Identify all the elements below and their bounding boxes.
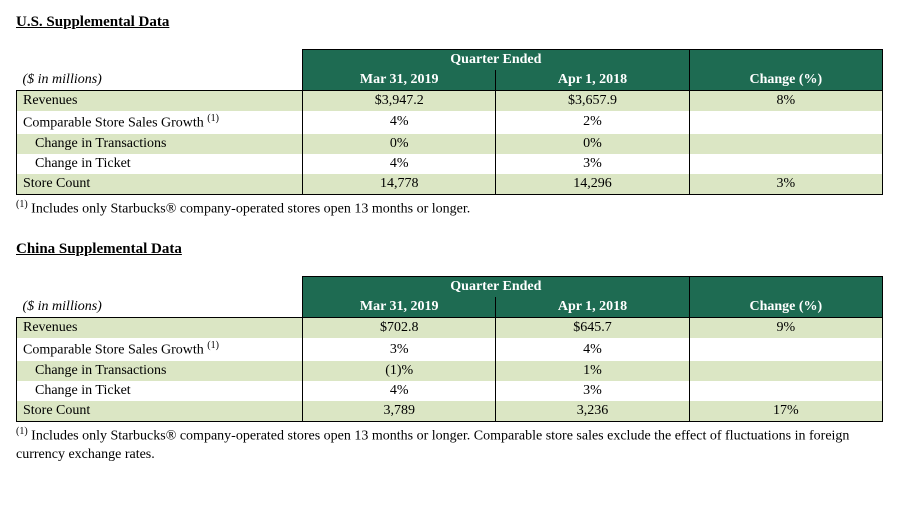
row-value: 1% — [496, 361, 689, 381]
row-label: Revenues — [17, 91, 303, 112]
row-value: 9% — [689, 318, 882, 339]
column-header: Mar 31, 2019 — [303, 70, 496, 91]
row-label: Change in Transactions — [17, 361, 303, 381]
row-value: 0% — [496, 134, 689, 154]
row-value: 4% — [303, 111, 496, 134]
unit-label: ($ in millions) — [17, 70, 303, 91]
row-value — [689, 134, 882, 154]
row-value: 3% — [303, 338, 496, 361]
row-value — [689, 381, 882, 401]
table-row: Change in Transactions0%0% — [17, 134, 883, 154]
row-value: $3,657.9 — [496, 91, 689, 112]
table-row: Change in Ticket4%3% — [17, 381, 883, 401]
row-value: $3,947.2 — [303, 91, 496, 112]
row-value — [689, 338, 882, 361]
section-title: China Supplemental Data — [16, 241, 883, 258]
row-value: 4% — [303, 154, 496, 174]
table-row: Comparable Store Sales Growth (1)3%4% — [17, 338, 883, 361]
column-header: Change (%) — [689, 70, 882, 91]
row-value: 17% — [689, 401, 882, 422]
row-value — [689, 361, 882, 381]
row-value: 14,778 — [303, 174, 496, 195]
header-quarter-ended: Quarter Ended — [303, 277, 690, 298]
footnote-ref: (1) — [207, 113, 219, 124]
row-label: Change in Ticket — [17, 154, 303, 174]
row-value: 8% — [689, 91, 882, 112]
column-header: Apr 1, 2018 — [496, 70, 689, 91]
footnote-text: Includes only Starbucks® company-operate… — [16, 429, 849, 463]
row-value: $645.7 — [496, 318, 689, 339]
document-root: U.S. Supplemental DataQuarter Ended($ in… — [16, 14, 883, 465]
row-value: 3,789 — [303, 401, 496, 422]
row-value: 0% — [303, 134, 496, 154]
footnote-text: Includes only Starbucks® company-operate… — [28, 201, 471, 216]
table-row: Revenues$3,947.2$3,657.98% — [17, 91, 883, 112]
footnote-ref: (1) — [207, 340, 219, 351]
row-value: (1)% — [303, 361, 496, 381]
row-value: 4% — [303, 381, 496, 401]
data-table: Quarter Ended($ in millions)Mar 31, 2019… — [16, 276, 883, 422]
row-label: Change in Transactions — [17, 134, 303, 154]
section-title: U.S. Supplemental Data — [16, 14, 883, 31]
footnote-marker: (1) — [16, 199, 28, 210]
row-label: Change in Ticket — [17, 381, 303, 401]
header-blank — [689, 277, 882, 298]
row-value: 14,296 — [496, 174, 689, 195]
row-value — [689, 154, 882, 174]
table-row: Comparable Store Sales Growth (1)4%2% — [17, 111, 883, 134]
column-header: Mar 31, 2019 — [303, 297, 496, 318]
table-row: Revenues$702.8$645.79% — [17, 318, 883, 339]
row-value: 2% — [496, 111, 689, 134]
row-label: Comparable Store Sales Growth (1) — [17, 338, 303, 361]
header-blank — [17, 277, 303, 298]
row-label: Store Count — [17, 401, 303, 422]
footnote-marker: (1) — [16, 426, 28, 437]
row-label: Comparable Store Sales Growth (1) — [17, 111, 303, 134]
column-header: Change (%) — [689, 297, 882, 318]
column-header: Apr 1, 2018 — [496, 297, 689, 318]
unit-label: ($ in millions) — [17, 297, 303, 318]
row-value: $702.8 — [303, 318, 496, 339]
row-label: Revenues — [17, 318, 303, 339]
row-value: 3,236 — [496, 401, 689, 422]
row-value — [689, 111, 882, 134]
header-blank — [689, 50, 882, 71]
table-row: Store Count3,7893,23617% — [17, 401, 883, 422]
table-row: Change in Ticket4%3% — [17, 154, 883, 174]
footnote: (1) Includes only Starbucks® company-ope… — [16, 198, 883, 220]
table-row: Change in Transactions(1)%1% — [17, 361, 883, 381]
footnote: (1) Includes only Starbucks® company-ope… — [16, 425, 883, 465]
table-row: Store Count14,77814,2963% — [17, 174, 883, 195]
header-quarter-ended: Quarter Ended — [303, 50, 690, 71]
row-value: 3% — [496, 154, 689, 174]
row-label: Store Count — [17, 174, 303, 195]
row-value: 4% — [496, 338, 689, 361]
row-value: 3% — [496, 381, 689, 401]
row-value: 3% — [689, 174, 882, 195]
header-blank — [17, 50, 303, 71]
data-table: Quarter Ended($ in millions)Mar 31, 2019… — [16, 49, 883, 195]
